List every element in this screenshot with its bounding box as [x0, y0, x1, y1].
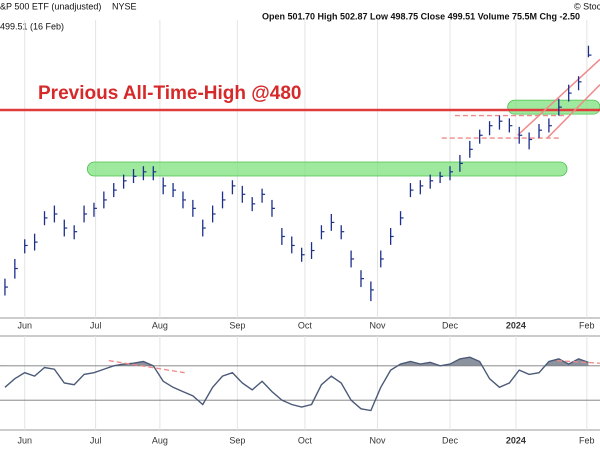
x-tick-label: Jun	[17, 320, 32, 330]
x-tick-label: Sep	[229, 435, 245, 445]
exchange: NYSE	[112, 1, 137, 11]
x-tick-label: Sep	[229, 320, 245, 330]
x-tick-label: 2024	[506, 435, 526, 445]
x-tick-label: Aug	[152, 435, 168, 445]
chart-title: &P 500 ETF (unadjusted)	[0, 1, 101, 11]
quote: Open 501.70 High 502.87 Low 498.75 Close…	[262, 11, 580, 21]
x-tick-label: Feb	[579, 435, 595, 445]
x-tick-label: Nov	[369, 435, 386, 445]
x-tick-label: Dec	[442, 435, 459, 445]
x-tick-label: Feb	[579, 320, 595, 330]
x-tick-label: Dec	[442, 320, 459, 330]
trendline	[546, 84, 600, 139]
x-tick-label: Nov	[369, 320, 386, 330]
trendline	[517, 58, 600, 136]
ath-label: Previous All-Time-High @480	[38, 83, 302, 104]
x-tick-label: Jul	[90, 320, 102, 330]
x-tick-label: Oct	[298, 320, 313, 330]
x-tick-label: Aug	[152, 320, 168, 330]
source: © Stock	[574, 1, 600, 11]
x-tick-label: Jul	[90, 435, 102, 445]
indicator-fill	[113, 357, 589, 366]
indicator-trendline	[557, 359, 600, 364]
indicator-line	[4, 356, 589, 412]
last-label: 499.51 (16 Feb)	[0, 21, 64, 31]
support-zone	[86, 161, 568, 177]
x-tick-label: Oct	[298, 435, 313, 445]
indicator-trendline	[108, 359, 185, 374]
x-tick-label: 2024	[506, 320, 526, 330]
x-tick-label: Jun	[17, 435, 32, 445]
